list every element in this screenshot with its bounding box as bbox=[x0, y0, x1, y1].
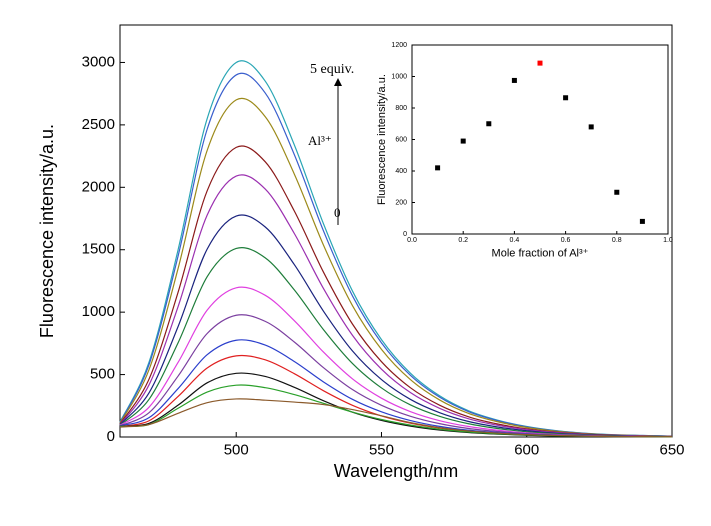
y-tick-label: 800 bbox=[395, 105, 407, 112]
y-tick-label: 2000 bbox=[82, 178, 115, 195]
y-tick-label: 3000 bbox=[82, 53, 115, 70]
x-tick-label: 600 bbox=[514, 441, 539, 458]
y-axis-label: Fluorescence intensity/a.u. bbox=[37, 124, 57, 338]
point bbox=[588, 124, 594, 130]
point bbox=[639, 218, 645, 224]
y-tick-label: 200 bbox=[395, 199, 407, 206]
y-tick-label: 1500 bbox=[82, 241, 115, 258]
point bbox=[511, 77, 517, 83]
point bbox=[537, 60, 543, 66]
point bbox=[435, 165, 441, 171]
y-tick-label: 2500 bbox=[82, 116, 115, 133]
y-tick-label: 400 bbox=[395, 168, 407, 175]
x-tick-label: 1.0 bbox=[663, 237, 673, 244]
plot-frame bbox=[411, 44, 669, 235]
y-tick-label: 1000 bbox=[82, 303, 115, 320]
x-tick-label: 0.4 bbox=[510, 237, 520, 244]
x-axis-label: Wavelength/nm bbox=[334, 461, 458, 481]
spectrum-line bbox=[119, 247, 673, 438]
y-tick-label: 1000 bbox=[391, 73, 407, 80]
point bbox=[614, 189, 620, 195]
y-tick-label: 0 bbox=[403, 231, 407, 238]
y-tick-label: 1200 bbox=[391, 42, 407, 49]
y-tick-label: 600 bbox=[395, 136, 407, 143]
x-tick-label: 550 bbox=[369, 441, 394, 458]
x-tick-label: 500 bbox=[224, 441, 249, 458]
spectrum-line bbox=[119, 398, 673, 438]
y-tick-label: 500 bbox=[90, 366, 115, 383]
spectrum-line bbox=[119, 286, 673, 438]
x-tick-label: 0.0 bbox=[407, 237, 417, 244]
plot-frame bbox=[119, 24, 673, 438]
y-tick-label: 0 bbox=[107, 428, 115, 445]
annotation: 0 bbox=[334, 205, 341, 220]
point bbox=[460, 138, 466, 144]
x-tick-label: 0.8 bbox=[612, 237, 622, 244]
spectrum-line bbox=[119, 354, 673, 438]
annotation: Al³⁺ bbox=[308, 133, 332, 148]
x-tick-label: 650 bbox=[659, 441, 684, 458]
x-tick-label: 0.2 bbox=[458, 237, 468, 244]
x-tick-label: 0.6 bbox=[561, 237, 571, 244]
y-axis-label: Fluorescence intensity/a.u. bbox=[376, 74, 388, 205]
spectrum-line bbox=[119, 214, 673, 438]
point bbox=[563, 95, 569, 101]
point bbox=[486, 121, 492, 127]
annotation: 5 equiv. bbox=[310, 62, 354, 77]
x-axis-label: Mole fraction of Al³⁺ bbox=[492, 247, 589, 259]
